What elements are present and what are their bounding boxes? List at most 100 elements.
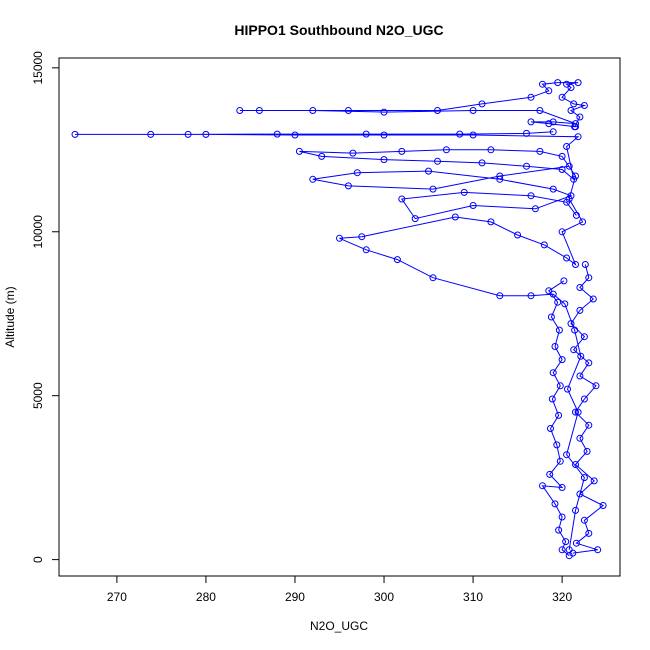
- data-point: [527, 118, 535, 126]
- data-point: [572, 408, 579, 416]
- data-point: [536, 107, 544, 114]
- data-point: [562, 538, 570, 546]
- data-point: [551, 500, 559, 508]
- data-point: [398, 195, 406, 203]
- data-point: [585, 529, 593, 537]
- series-line: [312, 165, 577, 220]
- data-point: [478, 159, 486, 167]
- data-point: [583, 447, 591, 455]
- data-point: [570, 100, 578, 108]
- data-point: [496, 292, 504, 300]
- data-point: [572, 506, 579, 514]
- data-point: [362, 130, 370, 138]
- data-point: [576, 372, 584, 380]
- data-point: [585, 274, 593, 282]
- data-point: [523, 129, 530, 137]
- data-point: [547, 313, 555, 321]
- data-point: [184, 130, 192, 138]
- data-point: [576, 490, 584, 498]
- data-point: [577, 352, 585, 360]
- data-point: [380, 156, 388, 164]
- data-point: [558, 356, 566, 364]
- data-point: [549, 290, 557, 298]
- data-point: [574, 408, 582, 416]
- data-point: [527, 292, 535, 300]
- data-point: [546, 470, 554, 478]
- data-point: [589, 295, 597, 303]
- data-point: [442, 146, 450, 154]
- data-point: [563, 143, 571, 150]
- data-point: [571, 326, 579, 334]
- x-tick-label: 320: [552, 590, 572, 604]
- series-line: [239, 82, 587, 128]
- data-point: [556, 457, 564, 465]
- data-point: [567, 107, 575, 114]
- data-point: [555, 526, 563, 534]
- x-axis: 270 280 290 300 310 320: [107, 575, 572, 604]
- data-point: [456, 130, 464, 138]
- data-point: [558, 484, 566, 491]
- data-point: [309, 107, 317, 114]
- data-point: [585, 421, 593, 429]
- data-point: [580, 102, 588, 109]
- x-tick-label: 310: [463, 590, 483, 604]
- data-point: [572, 461, 579, 468]
- data-point: [523, 162, 530, 170]
- series-line: [75, 131, 585, 550]
- data-point: [555, 326, 563, 334]
- data-point: [527, 192, 535, 200]
- data-point: [344, 182, 352, 190]
- x-tick-label: 300: [374, 590, 394, 604]
- x-tick-label: 270: [107, 590, 127, 604]
- data-point: [344, 107, 352, 114]
- data-point: [514, 231, 522, 239]
- data-point: [572, 172, 579, 180]
- y-tick-label: 5000: [31, 382, 45, 409]
- data-point: [554, 79, 562, 87]
- data-point: [545, 120, 553, 128]
- data-point: [570, 175, 578, 183]
- data-point: [291, 131, 299, 139]
- data-point: [545, 87, 553, 95]
- data-point: [469, 202, 477, 209]
- series-points: [71, 79, 607, 560]
- data-point: [576, 434, 584, 442]
- data-point: [255, 107, 263, 114]
- data-point: [563, 451, 571, 459]
- data-point: [563, 198, 571, 206]
- data-point: [551, 343, 559, 350]
- data-point: [393, 256, 401, 264]
- x-tick-label: 280: [196, 590, 216, 604]
- data-point: [527, 93, 535, 101]
- x-tick-label: 290: [285, 590, 305, 604]
- data-point: [398, 147, 406, 155]
- data-point: [558, 152, 566, 160]
- data-point: [563, 254, 571, 262]
- data-point: [496, 175, 504, 183]
- data-point: [574, 79, 582, 87]
- data-point: [580, 474, 588, 482]
- data-point: [548, 395, 556, 403]
- data-point: [434, 157, 441, 165]
- data-point: [555, 411, 563, 419]
- data-point: [487, 146, 495, 154]
- y-axis-label: Altitude (m): [3, 286, 17, 347]
- data-point: [496, 172, 504, 180]
- data-point: [553, 441, 561, 449]
- data-point: [411, 215, 419, 223]
- data-point: [592, 382, 600, 390]
- data-point: [295, 147, 303, 155]
- y-tick-label: 15000: [31, 51, 45, 85]
- data-point: [353, 169, 361, 177]
- x-axis-label: N2O_UGC: [310, 619, 368, 633]
- data-point: [576, 113, 584, 121]
- data-point: [549, 128, 557, 136]
- data-point: [571, 123, 579, 131]
- data-point: [585, 359, 593, 367]
- data-point: [558, 228, 566, 236]
- data-point: [434, 107, 441, 114]
- data-point: [558, 166, 566, 173]
- data-point: [202, 130, 210, 138]
- data-point: [558, 93, 566, 101]
- data-point: [580, 333, 588, 341]
